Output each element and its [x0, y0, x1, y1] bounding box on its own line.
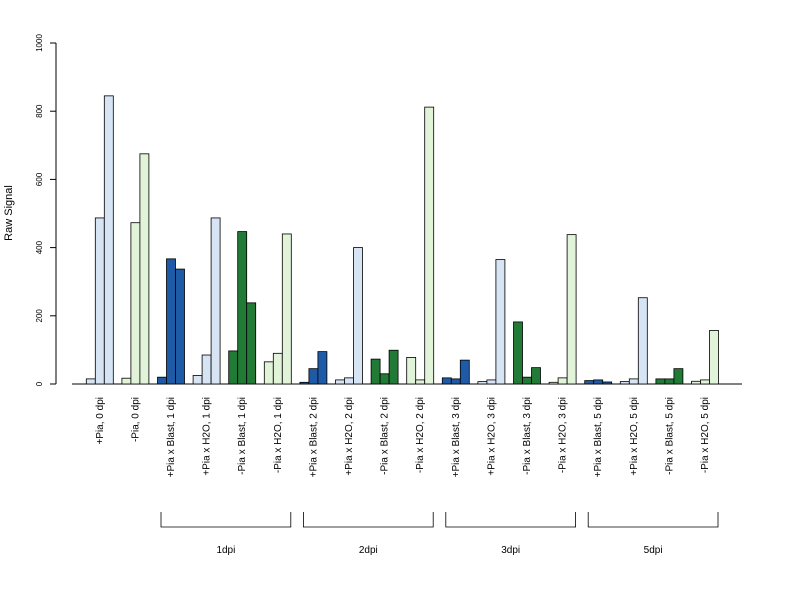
- group-label: 3dpi: [501, 545, 520, 556]
- bar: [584, 380, 595, 385]
- x-tick-label: -Pia, 0 dpi: [130, 397, 141, 442]
- bar: [317, 351, 328, 385]
- bar: [424, 106, 435, 385]
- x-tick-label: +Pia x H2O, 3 dpi: [486, 397, 497, 476]
- group-bracket: [160, 512, 292, 528]
- group-label: 5dpi: [644, 545, 663, 556]
- x-tick-label: -Pia x Blast, 5 dpi: [664, 397, 675, 475]
- x-tick-label: +Pia x Blast, 2 dpi: [308, 397, 319, 477]
- group-bracket: [587, 512, 719, 528]
- bar: [548, 381, 559, 385]
- x-tick-label: +Pia x H2O, 2 dpi: [344, 397, 355, 476]
- bar: [602, 381, 613, 385]
- bar: [175, 268, 185, 385]
- x-tick-label: -Pia x H2O, 1 dpi: [273, 397, 284, 473]
- bar: [121, 377, 132, 385]
- x-tick-label: -Pia x Blast, 3 dpi: [522, 397, 533, 475]
- x-tick-label: +Pia x Blast, 3 dpi: [451, 397, 462, 477]
- bar: [477, 381, 488, 385]
- bar: [344, 377, 354, 385]
- bar: [335, 379, 345, 385]
- bar: [94, 217, 105, 385]
- x-tick-label: -Pia x H2O, 2 dpi: [415, 397, 426, 473]
- x-tick-label: +Pia x H2O, 5 dpi: [629, 397, 640, 476]
- bar: [299, 381, 310, 385]
- bar: [379, 373, 390, 385]
- x-tick-label: -Pia x H2O, 3 dpi: [558, 397, 569, 473]
- y-tick-label: 800: [35, 104, 44, 118]
- x-tick-label: -Pia x Blast, 1 dpi: [237, 397, 248, 475]
- bar: [353, 247, 363, 385]
- bar: [139, 153, 150, 385]
- bar: [388, 349, 399, 385]
- y-tick-label: 0: [35, 381, 44, 386]
- bar: [272, 352, 283, 385]
- y-tick-label: 600: [35, 172, 44, 186]
- bar: [664, 378, 675, 385]
- bar: [103, 95, 114, 385]
- y-tick-label: 400: [35, 240, 44, 254]
- bar: [495, 259, 506, 385]
- bar: [210, 217, 221, 385]
- bar: [637, 297, 648, 385]
- x-tick-label: +Pia x Blast, 5 dpi: [593, 397, 604, 477]
- x-tick-label: -Pia x H2O, 5 dpi: [700, 397, 711, 473]
- bar: [237, 231, 248, 385]
- y-tick-label: 1000: [35, 34, 44, 52]
- bar: [709, 330, 719, 385]
- bar: [281, 233, 292, 385]
- bar: [628, 378, 639, 385]
- bar: [486, 379, 497, 385]
- bar: [228, 350, 239, 385]
- bar: [370, 358, 381, 385]
- bar: [441, 377, 452, 385]
- bar: [619, 381, 630, 385]
- group-brackets: 1dpi 2dpi 3dpi 5dpi: [160, 512, 719, 556]
- bar: [557, 377, 568, 385]
- x-tick-labels: +Pia, 0 dpi -Pia, 0 dpi +Pia x Blast, 1 dp…: [95, 397, 711, 477]
- bar: [166, 258, 176, 385]
- x-tick-label: -Pia x Blast, 2 dpi: [380, 397, 391, 475]
- bar: [566, 234, 577, 385]
- bar: [673, 368, 684, 385]
- bar: [406, 357, 417, 385]
- bar: [246, 302, 257, 385]
- y-tick-label: 200: [35, 309, 44, 323]
- x-tick-label: +Pia x Blast, 1 dpi: [166, 397, 177, 477]
- bar: [450, 378, 461, 385]
- bar: [415, 379, 426, 385]
- bar: [593, 379, 604, 385]
- y-axis-label: Raw Signal: [3, 185, 15, 241]
- bar: [192, 375, 203, 385]
- bar: [157, 376, 167, 385]
- bar: [459, 359, 470, 385]
- group-bracket: [445, 512, 576, 528]
- bar: [513, 321, 523, 385]
- bars: [85, 95, 719, 385]
- group-label: 2dpi: [359, 545, 378, 556]
- bar: [691, 380, 701, 385]
- group-label: 1dpi: [216, 545, 235, 556]
- x-tick-label: +Pia x H2O, 1 dpi: [202, 397, 213, 476]
- bar: [263, 361, 274, 385]
- bar: [655, 378, 666, 385]
- bar: [522, 376, 532, 385]
- bar: [85, 378, 96, 385]
- bar: [130, 222, 141, 385]
- bar: [531, 367, 541, 385]
- bar: [700, 379, 710, 385]
- x-tick-label: +Pia, 0 dpi: [95, 397, 106, 445]
- group-bracket: [303, 512, 434, 528]
- bar: [201, 354, 212, 385]
- bar: [308, 368, 319, 385]
